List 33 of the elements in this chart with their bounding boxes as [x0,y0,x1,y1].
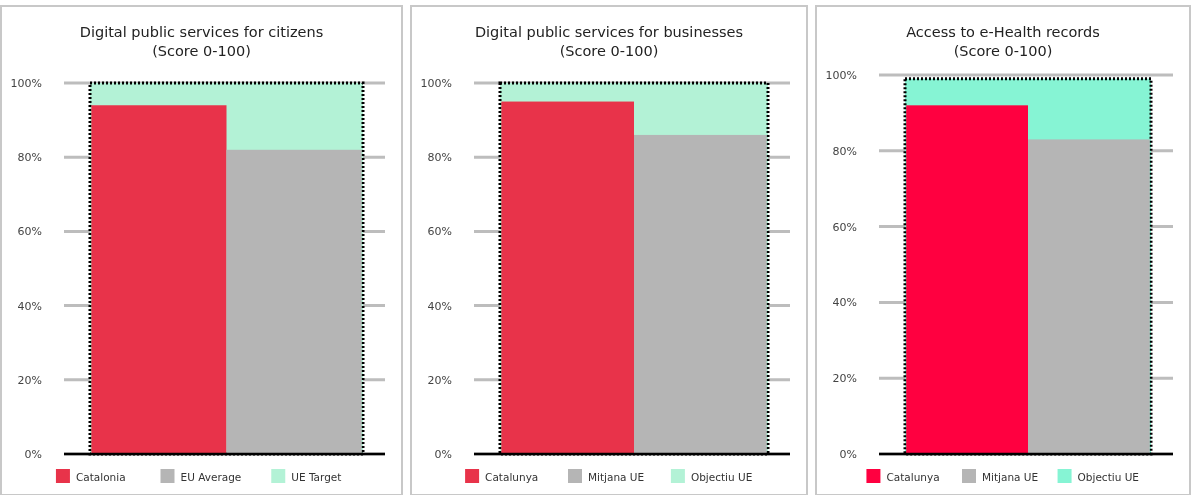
legend-label: Catalunya [485,471,539,483]
y-tick-label: 80% [832,144,857,158]
y-tick-label: 0% [24,448,42,461]
chart-subtitle: (Score 0-100) [953,43,1053,59]
y-tick-label: 60% [832,220,857,234]
y-tick-label: 20% [832,372,857,386]
chart-title: Access to e-Health records [906,24,1100,40]
y-tick-label: 100% [10,77,42,90]
chart-subtitle: (Score 0-100) [152,43,251,59]
chart-title: Digital public services for businesses [474,24,744,40]
y-tick-label: 60% [427,225,452,239]
y-tick-label: 100% [825,69,857,82]
legend-label: EU Average [180,471,242,483]
chart-title: Digital public services for citizens [79,24,324,40]
y-tick-label: 0% [434,448,452,461]
y-tick-label: 40% [427,299,452,313]
legend-label: Objectiu UE [1077,471,1139,483]
y-tick-label: 100% [420,77,452,90]
y-tick-label: 40% [832,296,857,310]
y-tick-label: 20% [17,373,42,387]
legend-label: Mitjana UE [588,471,645,483]
legend-label: Objectiu UE [690,471,753,483]
y-tick-label: 80% [17,151,42,165]
y-tick-label: 80% [427,151,452,165]
legend-label: Mitjana UE [982,471,1039,483]
y-tick-label: 40% [17,299,42,313]
y-tick-label: 0% [839,448,857,461]
y-tick-label: 20% [427,373,452,387]
legend-label: UE Target [291,471,342,483]
chart-subtitle: (Score 0-100) [559,43,659,59]
legend-label: Catalonia [75,471,126,483]
legend-label: Catalunya [886,471,940,483]
y-tick-label: 60% [17,225,42,239]
